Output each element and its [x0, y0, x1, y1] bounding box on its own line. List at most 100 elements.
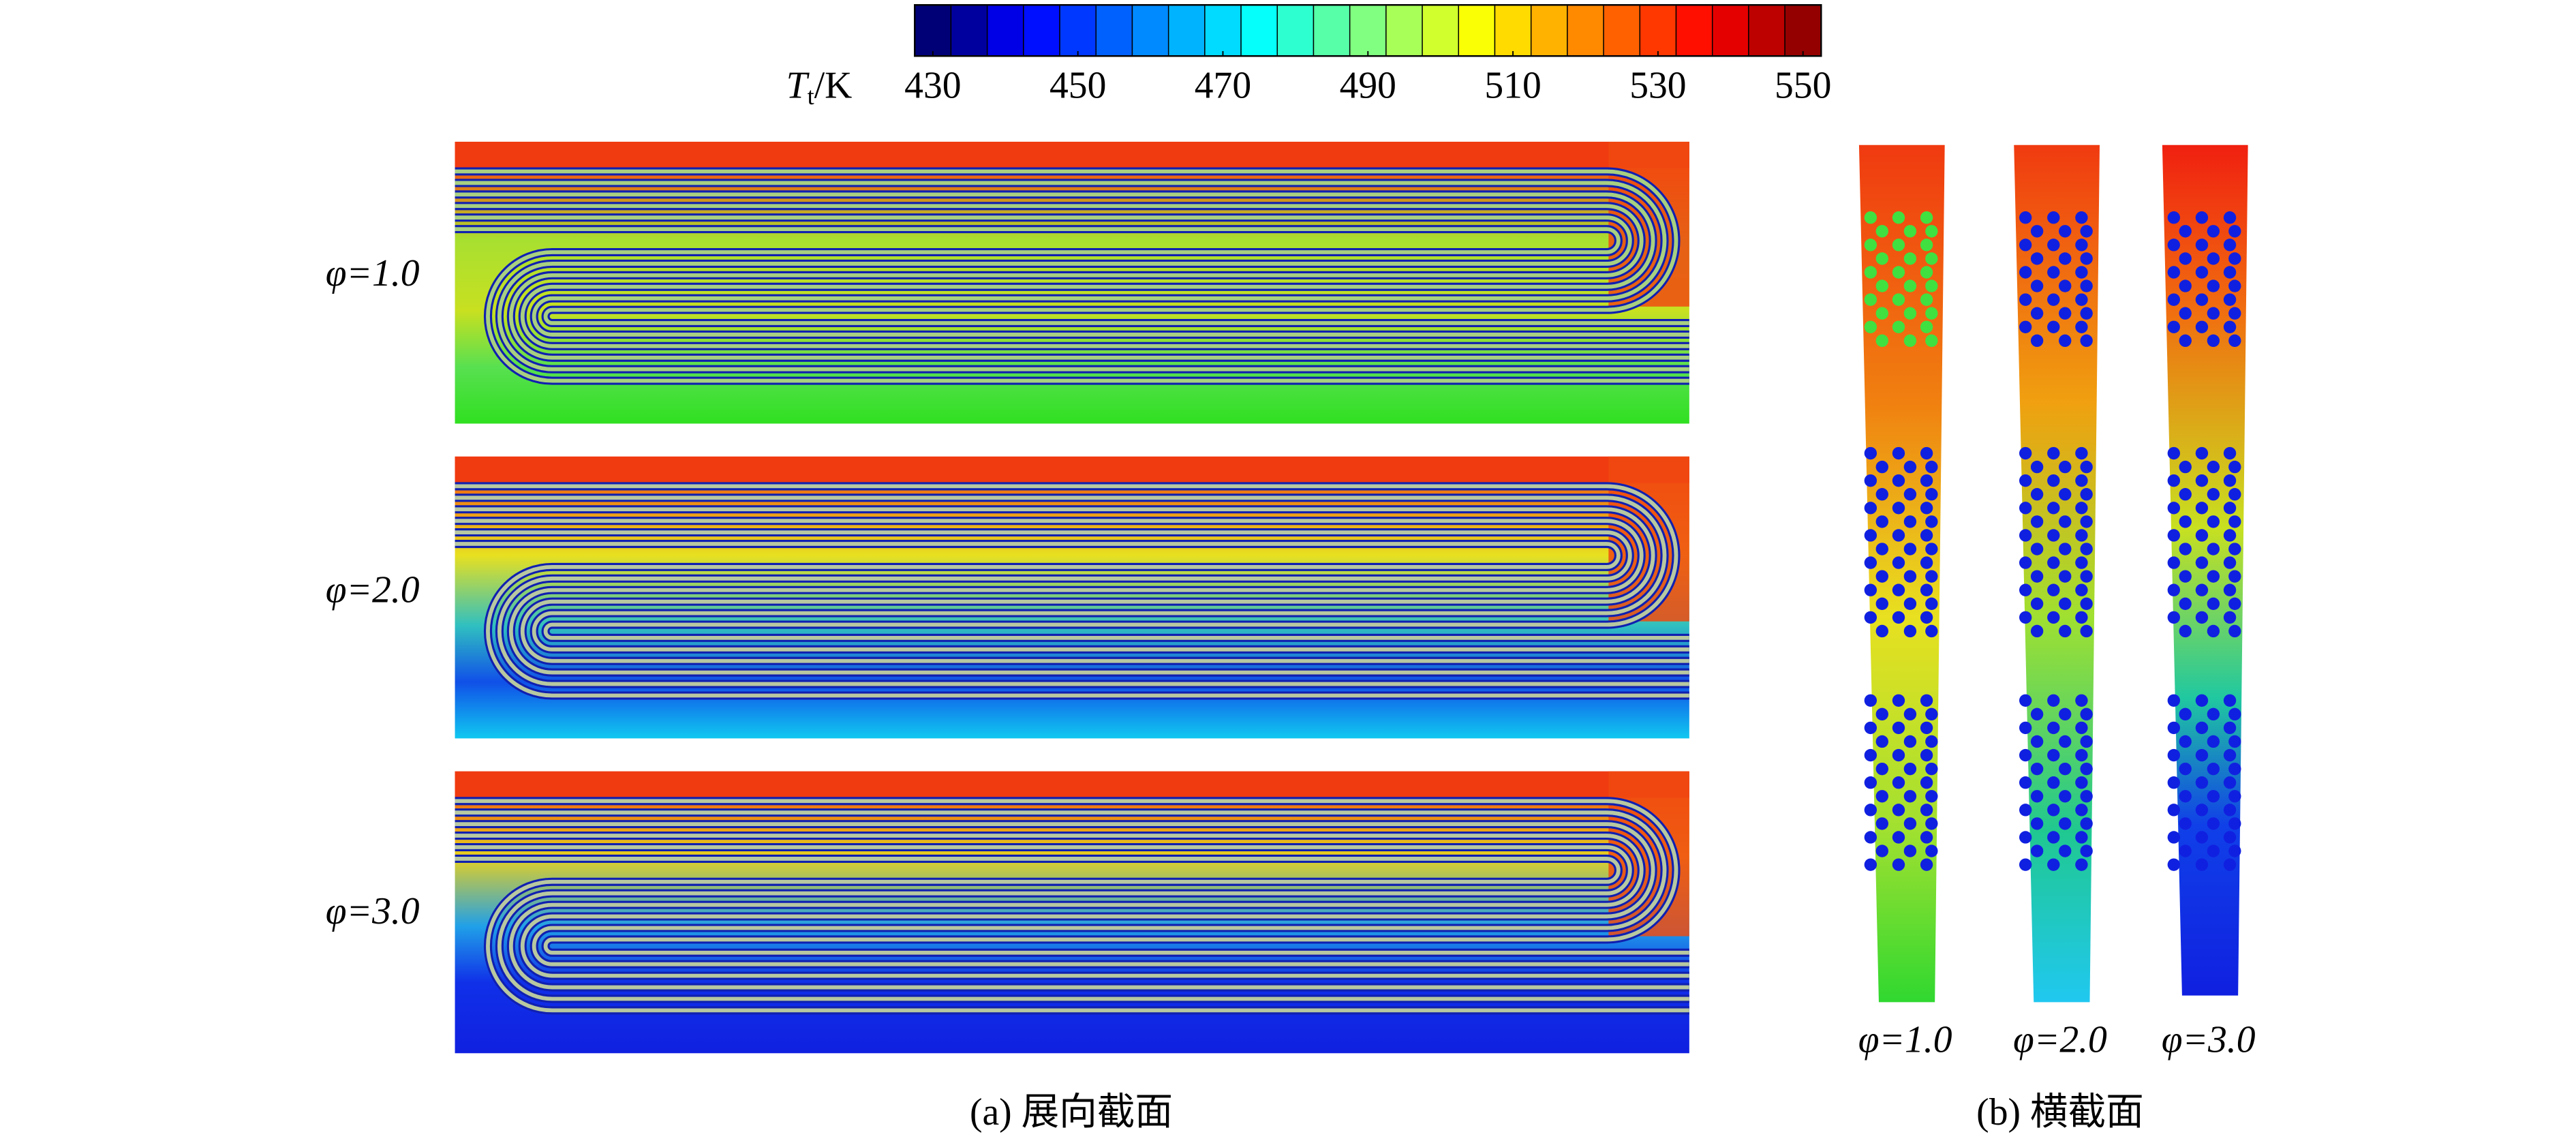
- tube-section: [2019, 776, 2032, 789]
- tube-section: [2167, 474, 2181, 487]
- tube-section: [1920, 446, 1933, 460]
- colorbar-swatch: [1023, 4, 1060, 57]
- label-symbol: T: [786, 64, 810, 106]
- tube-section: [2167, 776, 2181, 789]
- tube-section: [1875, 515, 1888, 528]
- tube-section: [2179, 515, 2192, 528]
- tube-section: [1892, 474, 1905, 487]
- tube-section: [2223, 776, 2237, 789]
- tube-section: [2080, 597, 2093, 611]
- tube-section: [1903, 762, 1917, 776]
- tube-section: [2059, 252, 2072, 265]
- tube-section: [1920, 320, 1933, 333]
- tube-section: [2179, 570, 2192, 583]
- tube-section: [2179, 279, 2192, 292]
- contour-field: [455, 456, 1689, 739]
- tube-section: [1925, 225, 1938, 238]
- tube-section: [2030, 624, 2044, 638]
- tube-section: [2080, 570, 2093, 583]
- tube-section: [2075, 446, 2088, 460]
- tube-section: [1925, 307, 1938, 320]
- tube-section: [2167, 320, 2181, 333]
- tube-section: [1925, 597, 1938, 611]
- tube-section: [1864, 239, 1877, 252]
- tube-core: [455, 215, 1689, 371]
- tube-section: [2019, 529, 2032, 542]
- tube-section: [2080, 307, 2093, 320]
- tube-section: [1892, 694, 1905, 707]
- tube-section: [2019, 211, 2032, 224]
- tube-section: [2030, 762, 2044, 776]
- tube-core: [455, 484, 1689, 640]
- tube-section: [1925, 252, 1938, 265]
- tube-section: [1875, 597, 1888, 611]
- tube-section: [2223, 858, 2237, 871]
- tube-section: [2059, 225, 2072, 238]
- tube-core: [455, 542, 1689, 698]
- tube-section: [1875, 225, 1888, 238]
- tube-section: [2179, 252, 2192, 265]
- tube-section: [1920, 804, 1933, 817]
- tube-section: [2207, 597, 2220, 611]
- tube-section: [2019, 446, 2032, 460]
- tube-core: [455, 845, 1689, 1001]
- tube-section: [2167, 446, 2181, 460]
- tube-section: [2207, 570, 2220, 583]
- tube-section: [1875, 844, 1888, 857]
- colorbar-swatch: [1240, 4, 1278, 57]
- tube-section: [2075, 266, 2088, 279]
- tube-section: [1925, 762, 1938, 776]
- colorbar-swatch: [1095, 4, 1133, 57]
- colorbar-swatch: [1748, 4, 1785, 57]
- tube-section: [2075, 611, 2088, 624]
- tube-section: [2223, 446, 2237, 460]
- tube-section: [2223, 239, 2237, 252]
- tube-section: [2207, 707, 2220, 721]
- tube-section: [2179, 597, 2192, 611]
- tube-section: [2167, 556, 2181, 569]
- tube-section: [1875, 817, 1888, 830]
- tube-section: [2059, 279, 2072, 292]
- cross-section-panel: φ=3.0: [2162, 144, 2256, 1061]
- tube-section: [1892, 858, 1905, 871]
- tube-core: [455, 519, 1689, 675]
- tube-section: [2223, 211, 2237, 224]
- tube-section: [2019, 266, 2032, 279]
- tube-section: [2167, 804, 2181, 817]
- tube-section: [1925, 543, 1938, 555]
- tube-section: [1903, 844, 1917, 857]
- tube-section: [1925, 624, 1938, 638]
- tube-section: [1920, 266, 1933, 279]
- tube-section: [1925, 570, 1938, 583]
- colorbar-tick-label: 450: [1049, 64, 1106, 106]
- tube-section: [1920, 556, 1933, 569]
- tube-section: [2019, 721, 2032, 735]
- tube-section: [1892, 721, 1905, 735]
- colorbar-swatch: [1530, 4, 1568, 57]
- tube-section: [2167, 694, 2181, 707]
- tube-section: [1875, 624, 1888, 638]
- tube-section: [2080, 334, 2093, 348]
- tube-section: [1892, 804, 1905, 817]
- tube-section: [1864, 211, 1877, 224]
- tube-section: [2195, 320, 2209, 333]
- tube-section: [2019, 583, 2032, 596]
- tube-section: [2195, 239, 2209, 252]
- tube-section: [2059, 597, 2072, 611]
- colorbar-tick-label: 490: [1340, 64, 1396, 106]
- tube-section: [2207, 252, 2220, 265]
- tube-section: [1892, 446, 1905, 460]
- tube-section: [2047, 556, 2060, 569]
- tube-section: [2167, 611, 2181, 624]
- tube-section: [2167, 721, 2181, 735]
- tube-section: [1920, 474, 1933, 487]
- tube-section: [2223, 748, 2237, 762]
- tube-section: [1892, 611, 1905, 624]
- tube-section: [2075, 474, 2088, 487]
- tube-section: [2080, 225, 2093, 238]
- tube-section: [2047, 474, 2060, 487]
- tube-section: [2059, 515, 2072, 528]
- tube-section: [2047, 211, 2060, 224]
- tube-section: [1925, 488, 1938, 501]
